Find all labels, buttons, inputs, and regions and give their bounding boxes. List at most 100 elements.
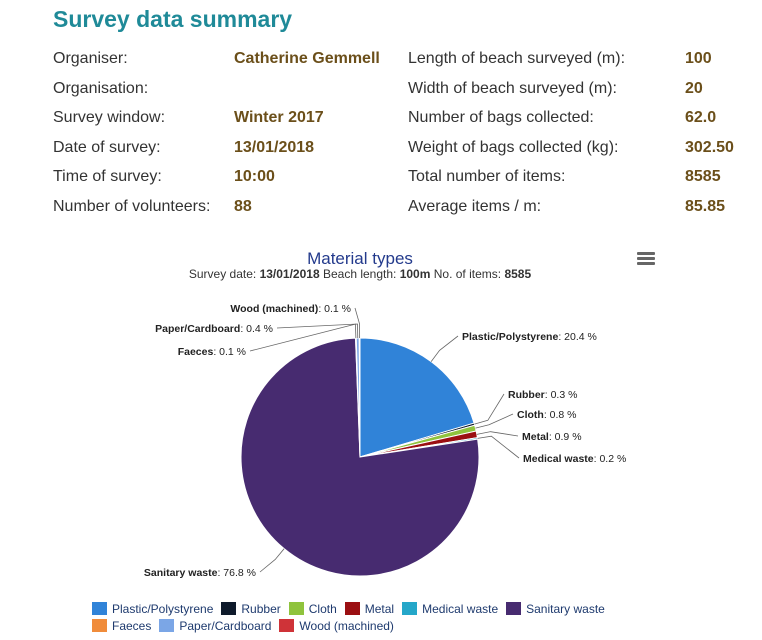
field-number-of-volunteers: Number of volunteers: 88 bbox=[53, 192, 252, 222]
field-time-of-survey: Time of survey: 10:00 bbox=[53, 162, 275, 192]
connector-paper-cardboard bbox=[276, 323, 359, 339]
connector-sanitary-waste bbox=[259, 548, 285, 573]
field-value: Winter 2017 bbox=[234, 109, 324, 127]
legend-swatch bbox=[288, 602, 304, 615]
field-value: 85.85 bbox=[685, 197, 726, 215]
legend-swatch bbox=[402, 602, 418, 615]
field-value: 20 bbox=[685, 79, 703, 97]
field-average-items: Average items / m: 85.85 bbox=[408, 192, 725, 222]
field-label: Time of survey: bbox=[53, 168, 162, 186]
legend-label: Metal bbox=[364, 602, 395, 616]
data-label-paper-cardboard: Paper/Cardboard: 0.4 % bbox=[155, 323, 273, 335]
data-label-medical-waste: Medical waste: 0.2 % bbox=[523, 453, 626, 465]
field-label: Date of survey: bbox=[53, 138, 161, 156]
field-value: 13/01/2018 bbox=[234, 138, 315, 156]
field-value: 8585 bbox=[685, 168, 721, 186]
page-title: Survey data summary bbox=[53, 6, 293, 32]
field-label: Organiser: bbox=[53, 50, 128, 67]
data-label-wood-machined: Wood (machined): 0.1 % bbox=[230, 303, 351, 315]
chart-subtitle: Survey date: 13/01/2018 Beach length: 10… bbox=[189, 267, 532, 281]
menu-bar bbox=[637, 262, 655, 265]
field-organiser: Organiser: Catherine Gemmell bbox=[53, 44, 380, 74]
connector-metal bbox=[476, 431, 519, 437]
pie-labels: Plastic/Polystyrene: 20.4 % Rubber: 0.3 %… bbox=[144, 303, 626, 579]
field-bags-collected: Number of bags collected: 62.0 bbox=[408, 103, 716, 133]
field-label: Organisation: bbox=[53, 79, 149, 97]
field-total-items: Total number of items: 8585 bbox=[408, 162, 721, 192]
legend-row: Faeces Paper/Cardboard Wood (machined) bbox=[92, 619, 613, 636]
legend-label: Wood (machined) bbox=[299, 619, 394, 633]
legend-item-rubber[interactable]: Rubber bbox=[221, 602, 281, 616]
legend-item-sanitary-waste[interactable]: Sanitary waste bbox=[506, 602, 605, 616]
legend-item-paper-cardboard[interactable]: Paper/Cardboard bbox=[159, 619, 271, 633]
pie-slices bbox=[240, 337, 480, 577]
legend-label: Cloth bbox=[308, 602, 337, 616]
legend-row: Plastic/Polystyrene Rubber Cloth Metal Medic… bbox=[92, 602, 613, 619]
legend-label: Sanitary waste bbox=[526, 602, 605, 616]
data-label-metal: Metal: 0.9 % bbox=[522, 431, 582, 443]
connector-wood-machined bbox=[354, 307, 361, 339]
field-label: Average items / m: bbox=[408, 197, 542, 215]
slice-plastic-polystyrene[interactable] bbox=[359, 337, 475, 458]
legend-label: Rubber bbox=[241, 602, 281, 616]
legend-swatch bbox=[159, 619, 175, 632]
legend-label: Paper/Cardboard bbox=[179, 619, 272, 633]
subtitle-length-label: Beach length: bbox=[323, 267, 396, 281]
field-value: 88 bbox=[234, 197, 252, 215]
field-label: Width of beach surveyed (m): bbox=[408, 79, 617, 97]
data-label-cloth: Cloth: 0.8 % bbox=[517, 409, 577, 421]
chart-menu-icon[interactable] bbox=[637, 252, 655, 267]
legend-item-medical-waste[interactable]: Medical waste bbox=[402, 602, 498, 616]
field-value: 100 bbox=[685, 50, 712, 67]
field-organisation: Organisation: bbox=[53, 74, 210, 104]
legend-item-plastic-polystyrene[interactable]: Plastic/Polystyrene bbox=[92, 602, 213, 616]
field-label: Length of beach surveyed (m): bbox=[408, 50, 626, 67]
connector-medical-waste bbox=[477, 435, 520, 459]
field-label: Number of volunteers: bbox=[53, 197, 211, 215]
chart-legend: Plastic/Polystyrene Rubber Cloth Metal Medic… bbox=[92, 602, 613, 636]
field-label: Survey window: bbox=[53, 109, 166, 127]
subtitle-date: 13/01/2018 bbox=[260, 267, 320, 281]
legend-item-metal[interactable]: Metal bbox=[344, 602, 395, 616]
subtitle-length: 100m bbox=[400, 267, 431, 281]
slice-sanitary-waste[interactable] bbox=[240, 337, 480, 577]
field-survey-window: Survey window: Winter 2017 bbox=[53, 103, 324, 133]
subtitle-items-label: No. of items: bbox=[434, 267, 501, 281]
chart-title: Material types bbox=[307, 249, 413, 268]
data-label-sanitary-waste: Sanitary waste: 76.8 % bbox=[144, 567, 256, 579]
subtitle-items: 8585 bbox=[504, 267, 531, 281]
data-label-rubber: Rubber: 0.3 % bbox=[508, 389, 577, 401]
menu-bar bbox=[637, 257, 655, 260]
field-beach-width: Width of beach surveyed (m): 20 bbox=[408, 74, 703, 104]
legend-swatch bbox=[279, 619, 295, 632]
connector-plastic-polystyrene bbox=[430, 335, 459, 362]
field-label: Weight of bags collected (kg): bbox=[408, 138, 619, 156]
data-label-plastic-polystyrene: Plastic/Polystyrene: 20.4 % bbox=[462, 331, 597, 343]
legend-swatch bbox=[92, 602, 107, 615]
field-date-of-survey: Date of survey: 13/01/2018 bbox=[53, 133, 314, 163]
survey-details-left: Organiser: Catherine Gemmell Organisation… bbox=[53, 44, 380, 222]
legend-swatch bbox=[92, 619, 107, 632]
material-types-pie-chart: Material types Survey date: 13/01/2018 B… bbox=[144, 249, 626, 579]
survey-details-right: Length of beach surveyed (m): 100 Width o… bbox=[408, 44, 734, 222]
legend-item-faeces[interactable]: Faeces bbox=[92, 619, 151, 633]
field-value: 62.0 bbox=[685, 109, 717, 127]
legend-swatch bbox=[344, 602, 360, 615]
field-label: Total number of items: bbox=[408, 168, 566, 186]
subtitle-date-label: Survey date: bbox=[189, 267, 256, 281]
field-beach-length: Length of beach surveyed (m): 100 bbox=[408, 44, 712, 74]
connector-cloth bbox=[475, 413, 514, 429]
data-label-faeces: Faeces: 0.1 % bbox=[178, 346, 246, 358]
legend-label: Plastic/Polystyrene bbox=[112, 602, 214, 616]
connector-rubber bbox=[474, 393, 505, 425]
field-bag-weight: Weight of bags collected (kg): 302.50 bbox=[408, 133, 734, 163]
legend-swatch bbox=[506, 602, 522, 615]
field-label: Number of bags collected: bbox=[408, 109, 594, 127]
menu-bar bbox=[637, 252, 655, 255]
legend-label: Faeces bbox=[112, 619, 152, 633]
legend-item-cloth[interactable]: Cloth bbox=[288, 602, 337, 616]
legend-item-wood-machined[interactable]: Wood (machined) bbox=[279, 619, 394, 633]
field-value: 10:00 bbox=[234, 168, 275, 186]
field-value: Catherine Gemmell bbox=[234, 50, 380, 67]
legend-swatch bbox=[221, 602, 237, 615]
